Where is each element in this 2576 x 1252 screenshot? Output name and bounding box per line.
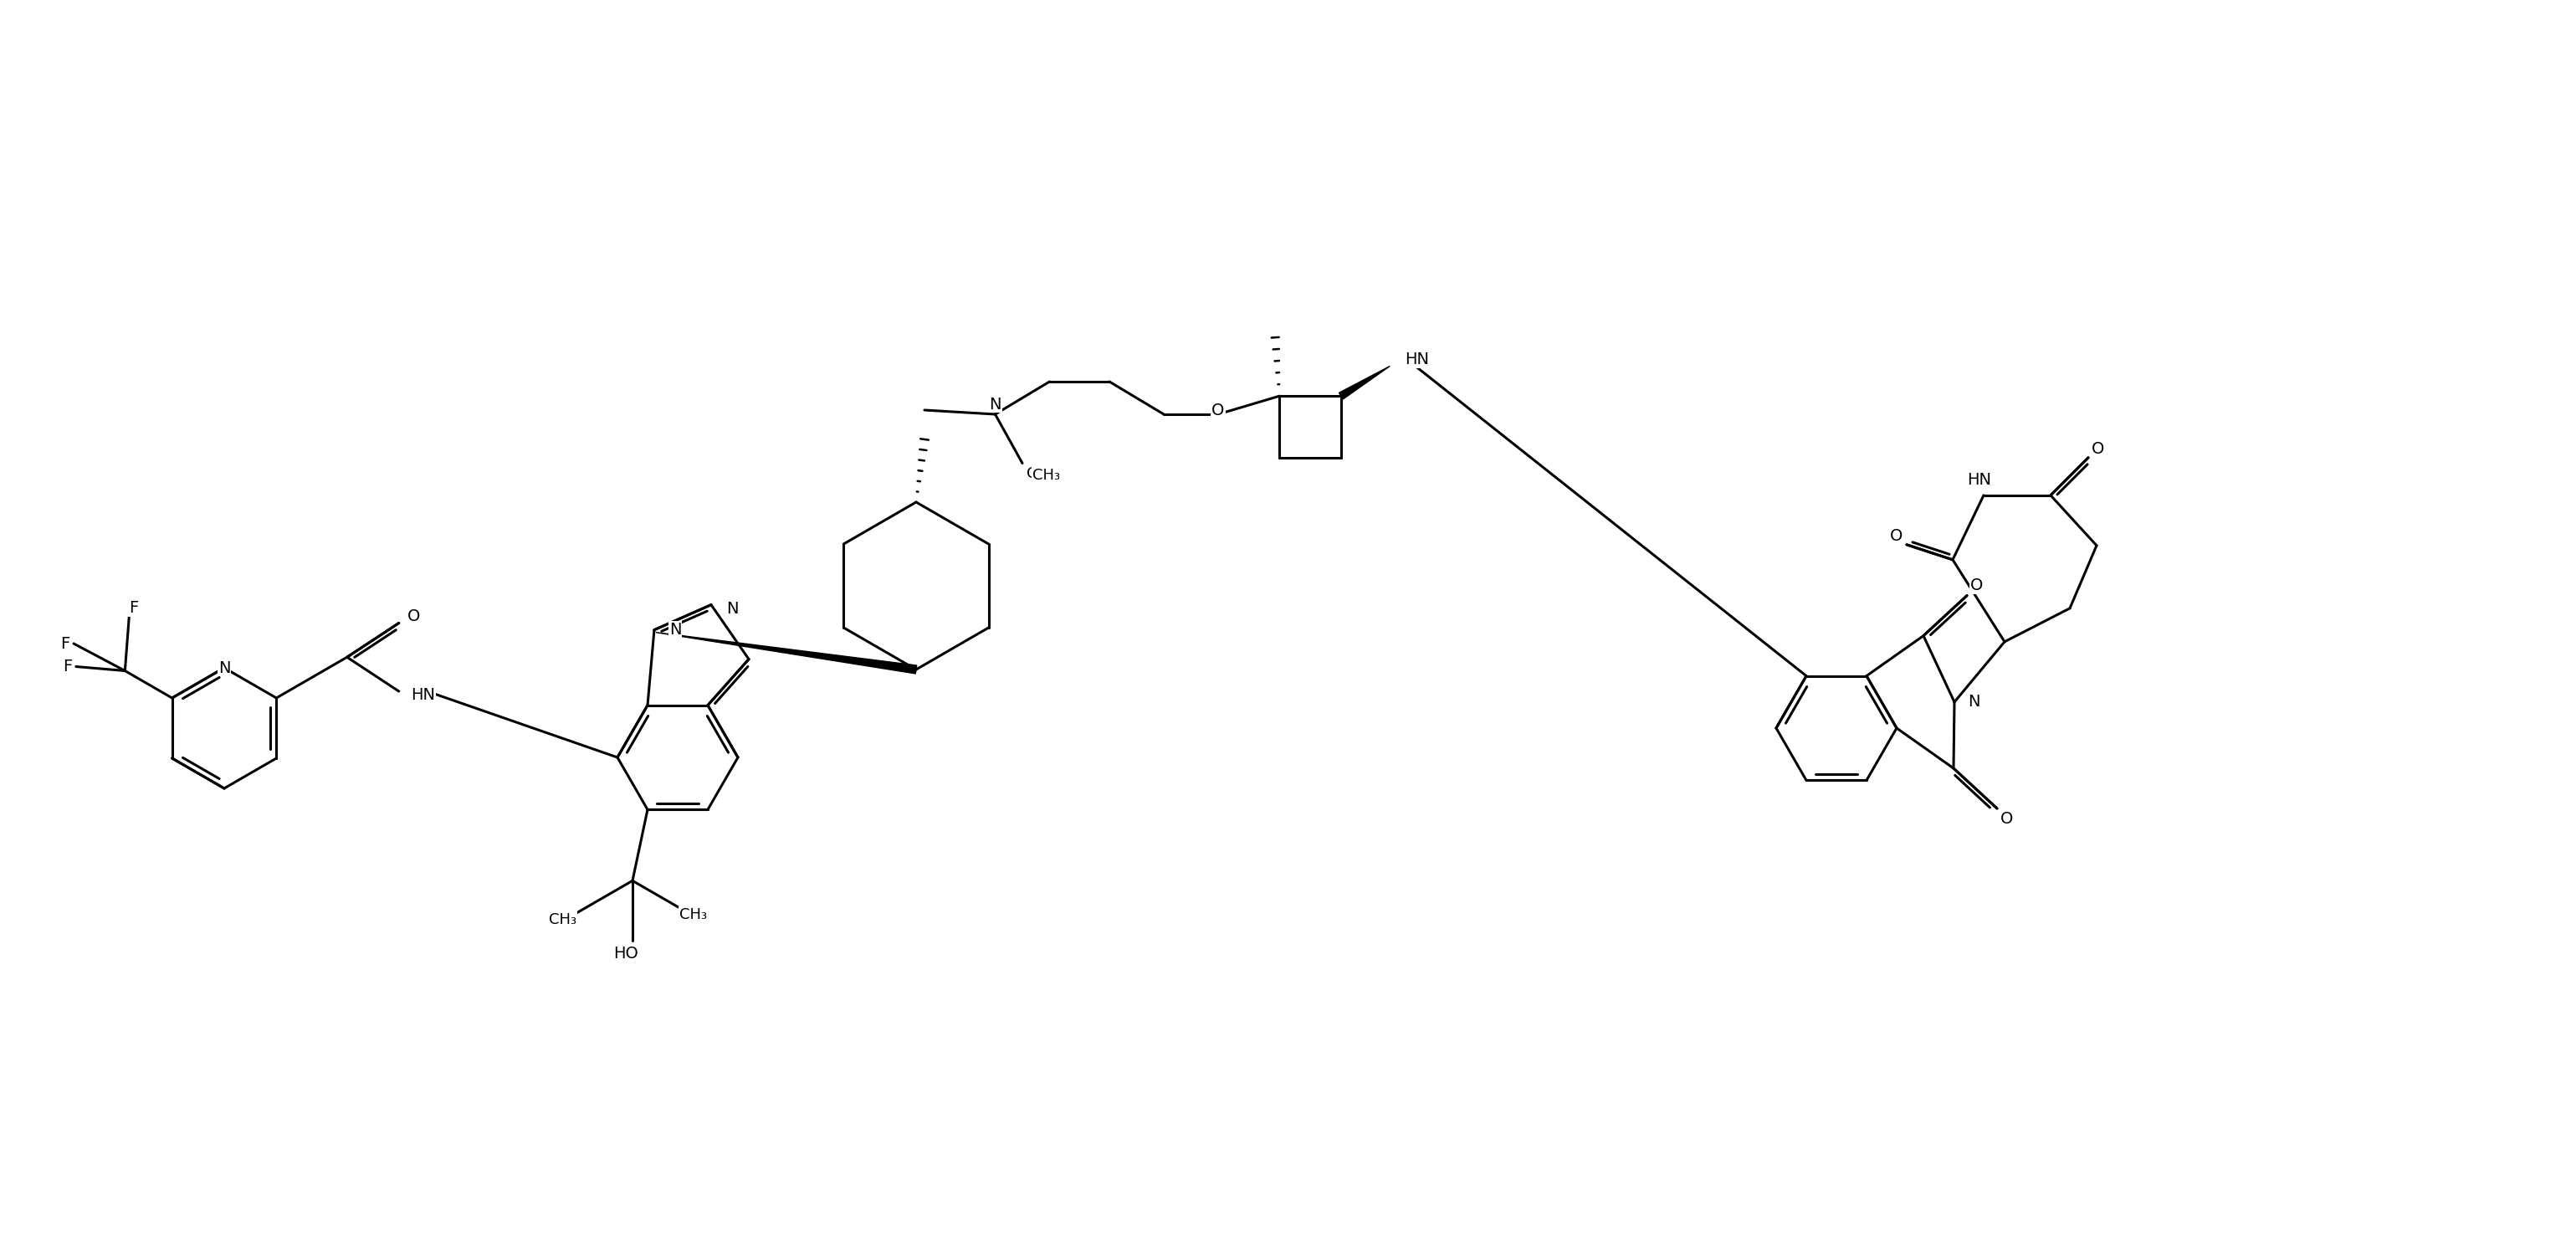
Text: O: O [2092,441,2105,457]
Text: CH₃: CH₃ [549,913,577,928]
Polygon shape [657,632,917,674]
Text: N: N [670,622,683,637]
Text: CH₃: CH₃ [680,908,706,923]
Text: HN: HN [1404,352,1430,367]
Text: HN: HN [1968,472,1991,488]
Text: O: O [2002,810,2014,826]
Text: CH₃: CH₃ [1033,467,1061,482]
Text: HO: HO [613,947,639,962]
Text: O: O [407,608,420,625]
Text: N: N [1968,694,1981,710]
Text: F: F [129,600,139,616]
Text: CH₃: CH₃ [1028,466,1054,481]
Polygon shape [1340,366,1391,399]
Text: N: N [726,601,739,617]
Text: O: O [1971,577,1984,593]
Text: F: F [62,636,70,651]
Text: O: O [1891,528,1904,545]
Text: HN: HN [410,686,435,702]
Text: N: N [989,397,1002,412]
Text: O: O [1211,402,1224,418]
Text: F: F [62,659,72,675]
Text: N: N [219,660,229,676]
